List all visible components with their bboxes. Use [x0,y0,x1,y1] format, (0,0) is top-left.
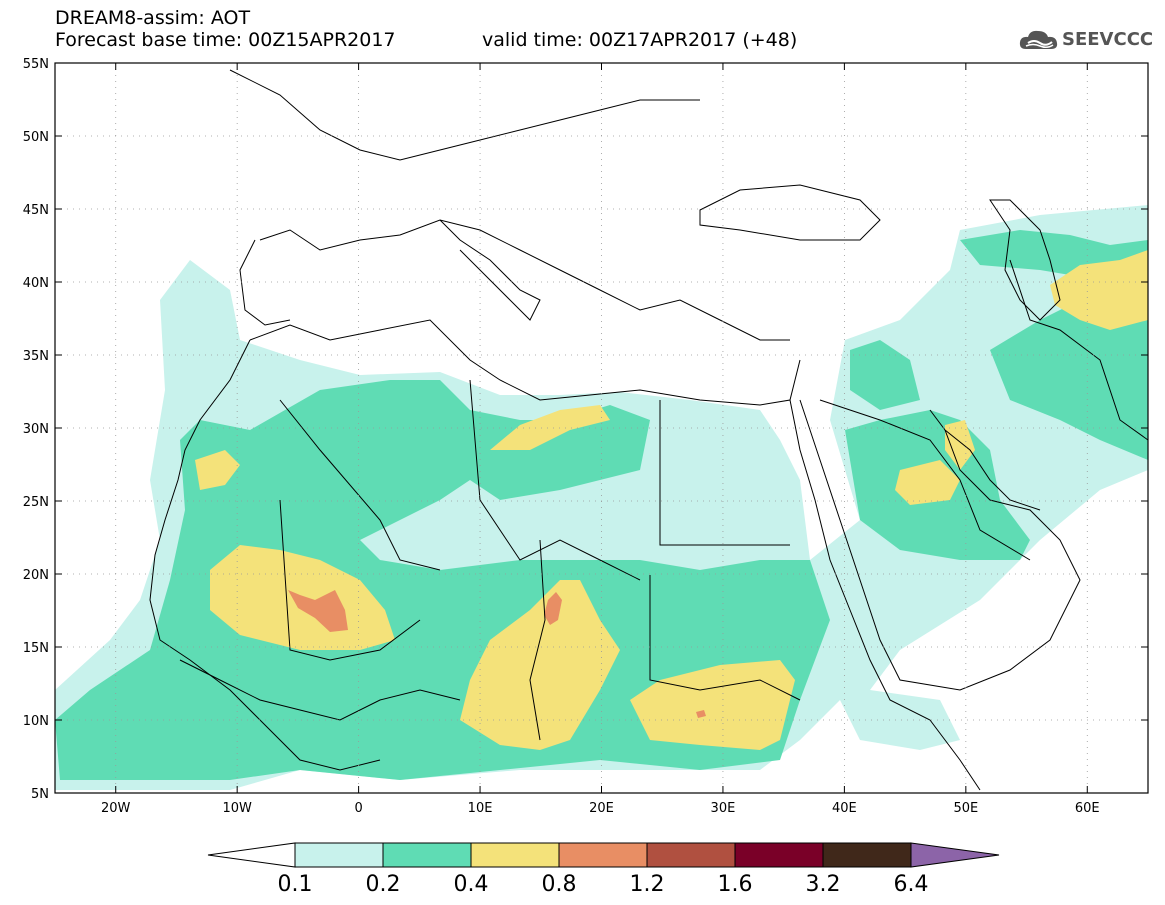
border-egypt [659,400,790,546]
coastline-caspian [989,199,1061,321]
coastline-black-sea [699,184,881,241]
lat-tick-label: 5N [31,787,49,802]
lat-tick-label: 25N [23,495,49,510]
aot-level-0.4-caspian-east [1050,250,1148,330]
colorbar-segment [558,842,648,868]
colorbar-label: 1.6 [718,872,753,897]
coastlines-borders [149,69,1149,791]
colorbar-label: 0.1 [278,872,313,897]
colorbar-segment [822,842,912,868]
logo-text: SEEVCCC [1062,29,1154,50]
map-title: DREAM8-assim: AOT [55,7,251,29]
aot-level-0.4-gulf [945,420,975,470]
colorbar-label: 3.2 [806,872,841,897]
aot-level-0.2-iraq [850,340,920,410]
coastline-africa-west [149,339,381,771]
aot-contours [55,205,1148,790]
coastline-mediterranean-north [259,219,790,341]
aot-level-0.8-sudan [696,710,706,718]
colorbar-over-arrow [910,842,1000,868]
border-algeria [279,399,441,571]
lon-tick-label: 40E [832,801,857,816]
lat-tick-label: 20N [23,568,49,583]
border-saudi [819,399,1031,561]
aot-level-0.8-mali [288,590,348,632]
coastline-italy [439,219,541,321]
colorbar-segment [646,842,736,868]
lat-tick-label: 55N [23,57,49,72]
border-west-africa [179,659,461,721]
colorbar-label: 6.4 [894,872,929,897]
lat-tick-label: 40N [23,276,49,291]
lon-tick-label: 50E [953,801,978,816]
lat-tick-label: 45N [23,203,49,218]
coastline-europe-north [229,69,700,161]
colorbar-label: 0.8 [542,872,577,897]
aot-level-0.4-saudi [895,460,960,505]
colorbar-under-arrow [207,842,296,868]
border-sudan [649,575,801,701]
lon-tick-label: 10E [468,801,493,816]
aot-level-0.2 [55,380,830,780]
colorbar-label: 0.4 [454,872,489,897]
aot-level-0.4-morocco [195,450,240,490]
coastline-iberia [239,239,291,326]
coastline-red-sea [789,399,981,791]
colorbar-segment [294,842,384,868]
axis-ticks: 5N 10N 15N 20N 25N 30N 35N 40N 45N 50N 55N 20W 10W 0 1… [23,57,1148,816]
lat-tick-label: 30N [23,422,49,437]
lon-tick-label: 10W [222,801,252,816]
valid-time: valid time: 00Z17APR2017 (+48) [482,29,798,51]
lat-tick-label: 50N [23,130,49,145]
coastline-mediterranean-south [249,319,801,406]
cloud-icon [1019,30,1058,49]
colorbar-label: 0.2 [366,872,401,897]
forecast-base-time: Forecast base time: 00Z15APR2017 [55,29,396,51]
seevccc-logo: SEEVCCC [1018,26,1153,54]
border-libya [469,379,641,581]
lat-tick-label: 35N [23,349,49,364]
aot-level-0.4-libya [490,405,610,450]
colorbar-segment [734,842,824,868]
colorbar-label: 1.2 [630,872,665,897]
lat-tick-label: 15N [23,641,49,656]
lat-tick-label: 10N [23,714,49,729]
lon-tick-label: 20W [101,801,131,816]
colorbar-segment [382,842,472,868]
border-mali [279,499,421,661]
coastline-persian-gulf [944,429,1041,511]
aot-level-0.4-chad [460,580,620,750]
lon-tick-label: 30E [711,801,736,816]
colorbar-segment [470,842,560,868]
lon-tick-label: 20E [589,801,614,816]
lon-tick-label: 0 [354,801,362,816]
colorbar: 0.1 0.2 0.4 0.8 1.2 1.6 3.2 6.4 [207,842,1000,897]
coastline-arabia [799,399,1081,691]
border-chad [529,539,546,741]
border-iran [1009,259,1149,441]
aot-level-0.4-sudan [630,660,795,750]
aot-level-0.8-chad [544,592,562,625]
lon-tick-label: 60E [1075,801,1100,816]
